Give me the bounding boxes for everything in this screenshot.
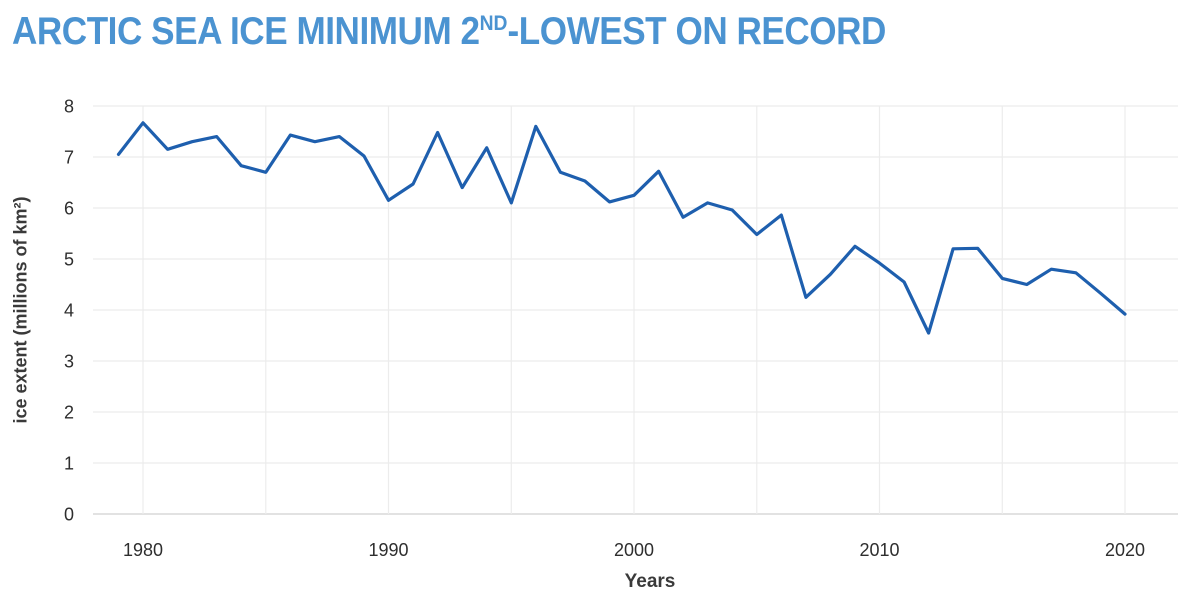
y-tick-label: 4 [64,301,74,321]
chart-title-suffix: -LOWEST ON RECORD [507,10,886,53]
x-axis-title: Years [624,571,676,592]
chart-title-superscript: ND [479,11,508,35]
x-tick-label: 2000 [614,540,654,560]
x-tick-label: 1980 [123,540,163,560]
x-tick-label: 1990 [368,540,408,560]
chart-title-text: ARCTIC SEA ICE MINIMUM 2 [12,10,480,53]
y-tick-label: 8 [64,97,74,117]
chart-title: ARCTIC SEA ICE MINIMUM 2ND-LOWEST ON REC… [12,10,886,54]
y-axis-title: ice extent (millions of km²) [10,196,31,424]
vertical-gridlines [142,106,1126,514]
y-tick-label: 0 [64,505,74,525]
y-tick-labels: 0 1 2 3 4 5 6 7 8 [64,97,74,525]
y-tick-label: 3 [64,352,74,372]
y-tick-label: 7 [64,148,74,168]
y-tick-label: 6 [64,199,74,219]
x-tick-label: 2020 [1105,540,1145,560]
x-tick-label: 2010 [859,540,899,560]
horizontal-gridlines [93,105,1178,515]
y-tick-label: 2 [64,403,74,423]
y-tick-label: 1 [64,454,74,474]
y-tick-label: 5 [64,250,74,270]
x-tick-labels: 1980 1990 2000 2010 2020 [123,540,1145,560]
ice-extent-data-line [116,121,1127,335]
